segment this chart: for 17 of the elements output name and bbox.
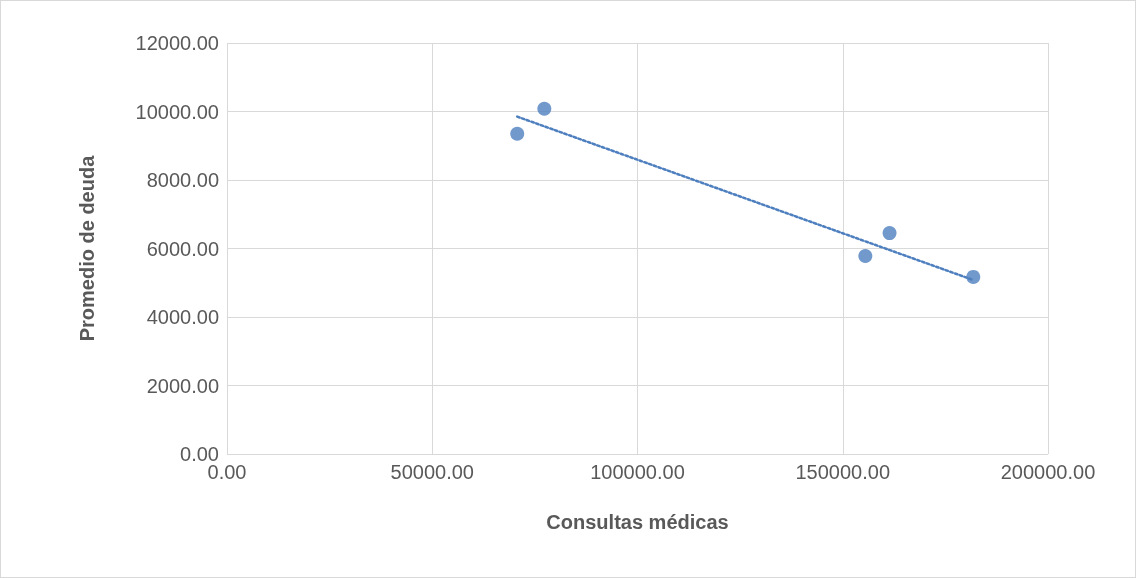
x-tick-label: 200000.00 [1000,461,1096,483]
point [882,226,897,241]
y-tick-label: 2000.00 [146,374,219,397]
x-tick-label: 50000.00 [390,461,474,483]
x-tick-label: 100000.00 [590,461,685,483]
point [510,126,525,141]
y-tick-label: 10000.00 [135,100,219,123]
y-tick-label: 12000.00 [135,32,219,54]
y-axis-title: Promedio de deuda [76,154,98,342]
y-tick-label: 4000.00 [146,306,219,328]
x-axis-title: Consultas médicas [546,511,729,533]
y-tick-label: 8000.00 [146,169,219,191]
point [537,101,552,116]
point [858,249,873,264]
point [966,269,981,284]
y-tick-label: 6000.00 [146,237,219,260]
x-tick-label: 150000.00 [795,461,891,483]
